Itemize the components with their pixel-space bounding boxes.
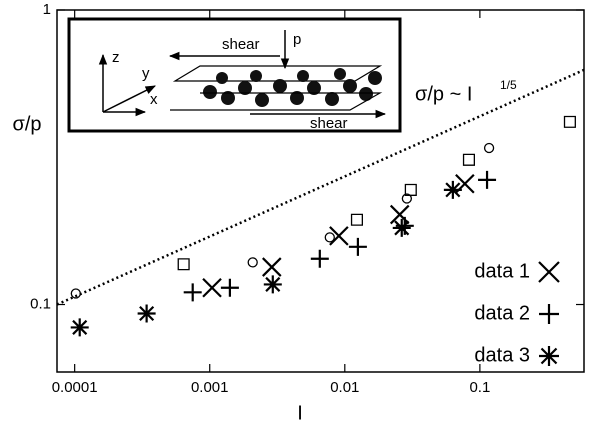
trend-line <box>56 68 585 306</box>
y-axis-label: σ/p <box>12 113 41 135</box>
x-axis-label: I <box>297 402 303 424</box>
legend-label: data 3 <box>474 344 530 366</box>
particles <box>203 68 382 107</box>
point <box>389 204 410 225</box>
point <box>70 288 81 299</box>
point <box>202 277 222 298</box>
x-tick-label: 0.0001 <box>52 379 98 396</box>
plot-frame <box>56 9 585 373</box>
annotation-exponent: 1/5 <box>500 78 517 92</box>
point <box>177 258 190 271</box>
inset-text: shear <box>310 115 348 132</box>
inset-text: p <box>293 31 301 48</box>
point <box>478 170 497 189</box>
point <box>183 283 202 302</box>
point <box>247 257 258 268</box>
annotation: σ/p ~ I <box>415 83 472 105</box>
point <box>563 115 576 128</box>
point <box>263 275 282 294</box>
point <box>262 257 282 277</box>
legend-marker <box>539 304 559 324</box>
axis-arrow <box>102 85 156 113</box>
axis-text: z <box>112 49 120 66</box>
point <box>220 278 239 297</box>
point <box>462 153 475 166</box>
point <box>310 249 329 268</box>
plate <box>172 65 383 82</box>
point <box>70 318 89 337</box>
point <box>443 180 462 199</box>
legend-label: data 2 <box>474 302 530 324</box>
legend-label: data 1 <box>474 260 530 282</box>
x-tick-label: 0.1 <box>469 379 490 396</box>
point <box>392 218 411 237</box>
point <box>401 193 413 204</box>
plate <box>170 92 383 111</box>
point <box>137 304 156 323</box>
x-tick-label: 0.001 <box>191 379 229 396</box>
point <box>324 232 335 243</box>
point <box>404 183 417 196</box>
legend-marker <box>538 261 560 283</box>
x-tick-label: 0.01 <box>330 379 359 396</box>
point <box>350 213 364 226</box>
inset-text: shear <box>222 36 260 53</box>
legend-marker <box>539 346 559 366</box>
point <box>329 226 349 246</box>
axis-text: y <box>142 65 150 82</box>
point <box>483 142 495 154</box>
inset: z y x shear p shear <box>67 17 402 133</box>
y-tick-label: 0.1 <box>30 295 51 312</box>
point <box>348 237 367 256</box>
axis-text: x <box>150 91 158 108</box>
y-tick-label: 1 <box>43 1 51 18</box>
